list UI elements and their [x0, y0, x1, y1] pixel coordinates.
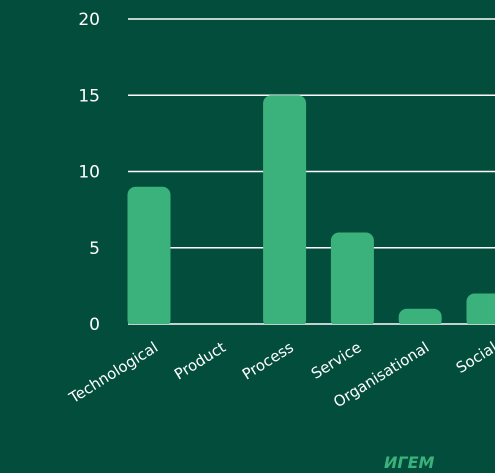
- watermark-logo: ИГЕМ: [384, 453, 435, 472]
- y-tick-label: 15: [78, 86, 100, 106]
- x-axis: Technological Product Process ServiceOrgani…: [65, 338, 495, 411]
- x-tick-label: Technological: [65, 338, 161, 407]
- x-tick-label: Service: [308, 338, 365, 383]
- y-axis: 0 5 10 15 20: [78, 10, 100, 335]
- bar-service: [330, 232, 374, 324]
- bar-process: [263, 95, 307, 324]
- y-tick-label: 0: [89, 315, 100, 335]
- bar-social: [466, 293, 495, 324]
- y-tick-label: 5: [89, 239, 100, 259]
- x-tick-label: Product: [171, 338, 229, 384]
- gridlines: [128, 18, 495, 325]
- x-tick-label: Social: [453, 338, 495, 377]
- x-tick-label: Process: [239, 338, 297, 384]
- y-tick-label: 10: [78, 163, 100, 183]
- y-tick-label: 20: [78, 10, 100, 30]
- bar-technological: [127, 186, 171, 324]
- bars: [127, 95, 495, 324]
- bar-organisational: [398, 308, 442, 324]
